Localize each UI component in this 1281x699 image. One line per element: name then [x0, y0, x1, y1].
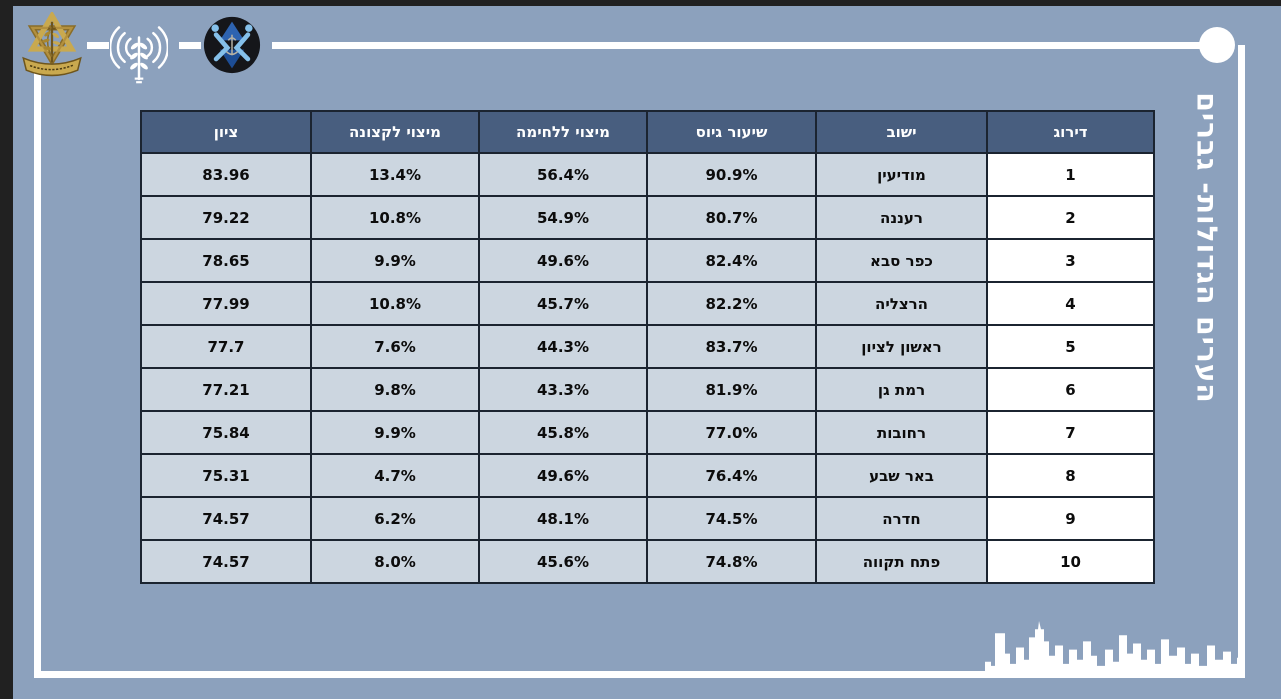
combat-utilization-value: 56.4% — [478, 152, 648, 197]
frame-line-bottom — [34, 671, 1245, 678]
col-header-city: ישוב — [815, 110, 988, 154]
combat-utilization-value: 43.3% — [478, 367, 648, 412]
enlistment-rate-value: 80.7% — [646, 195, 817, 240]
officer-utilization-value: 9.8% — [310, 367, 480, 412]
enlistment-rate-value: 74.8% — [646, 539, 817, 584]
city-name: ראשון לציון — [815, 324, 988, 369]
frame-line-top — [272, 42, 1201, 49]
city-name: רחובות — [815, 410, 988, 455]
combat-utilization-value: 49.6% — [478, 453, 648, 498]
combat-utilization-value: 49.6% — [478, 238, 648, 283]
col-header-rank: דירוג — [986, 110, 1155, 154]
city-name: מודיעין — [815, 152, 988, 197]
city-name: הרצליה — [815, 281, 988, 326]
table-row: 1 מודיעין 90.9% 56.4% 13.4% 83.96 — [140, 152, 1155, 197]
rank-value: 6 — [986, 367, 1155, 412]
enlistment-rate-value: 83.7% — [646, 324, 817, 369]
score-value: 79.22 — [140, 195, 312, 240]
officer-utilization-value: 10.8% — [310, 281, 480, 326]
score-value: 74.57 — [140, 496, 312, 541]
officer-utilization-value: 9.9% — [310, 238, 480, 283]
score-value: 77.21 — [140, 367, 312, 412]
enlistment-rate-value: 82.2% — [646, 281, 817, 326]
city-name: כפר סבא — [815, 238, 988, 283]
connector-dash — [87, 42, 109, 49]
combat-utilization-value: 45.7% — [478, 281, 648, 326]
score-value: 74.57 — [140, 539, 312, 584]
enlistment-rate-value: 77.0% — [646, 410, 817, 455]
page-title-vertical: הערים הגדולות- גברים — [1190, 92, 1224, 404]
rank-value: 3 — [986, 238, 1155, 283]
rank-value: 5 — [986, 324, 1155, 369]
frame-corner-dot — [1199, 27, 1235, 63]
rank-value: 2 — [986, 195, 1155, 240]
frame-line-left — [34, 68, 41, 678]
combat-utilization-value: 45.6% — [478, 539, 648, 584]
rank-value: 1 — [986, 152, 1155, 197]
score-value: 77.99 — [140, 281, 312, 326]
city-name: רעננה — [815, 195, 988, 240]
frame-line-right — [1238, 45, 1245, 678]
score-value: 78.65 — [140, 238, 312, 283]
officer-utilization-value: 4.7% — [310, 453, 480, 498]
col-header-enlistment-rate: שיעור גיוס — [646, 110, 817, 154]
table-row: 2 רעננה 80.7% 54.9% 10.8% 79.22 — [140, 195, 1155, 240]
rank-value: 7 — [986, 410, 1155, 455]
score-value: 77.7 — [140, 324, 312, 369]
combat-utilization-value: 54.9% — [478, 195, 648, 240]
rank-value: 8 — [986, 453, 1155, 498]
dark-edge-left — [0, 0, 13, 699]
city-name: חדרה — [815, 496, 988, 541]
enlistment-rate-value: 81.9% — [646, 367, 817, 412]
city-name: רמת גן — [815, 367, 988, 412]
table-row: 4 הרצליה 82.2% 45.7% 10.8% 77.99 — [140, 281, 1155, 326]
table-row: 9 חדרה 74.5% 48.1% 6.2% 74.57 — [140, 496, 1155, 541]
officer-utilization-value: 10.8% — [310, 195, 480, 240]
combat-utilization-value: 45.8% — [478, 410, 648, 455]
score-value: 75.31 — [140, 453, 312, 498]
enlistment-rate-value: 74.5% — [646, 496, 817, 541]
officer-utilization-value: 9.9% — [310, 410, 480, 455]
dark-edge-top — [0, 0, 1281, 6]
officer-utilization-value: 6.2% — [310, 496, 480, 541]
idf-insignia-icon — [22, 12, 82, 77]
meitav-unit-emblem-icon — [203, 16, 261, 74]
table-row: 3 כפר סבא 82.4% 49.6% 9.9% 78.65 — [140, 238, 1155, 283]
header-row: דירוג ישוב שיעור גיוס מיצוי ללחימה מיצוי… — [140, 110, 1155, 154]
enlistment-rate-value: 76.4% — [646, 453, 817, 498]
table-row: 7 רחובות 77.0% 45.8% 9.9% 75.84 — [140, 410, 1155, 455]
officer-utilization-value: 8.0% — [310, 539, 480, 584]
connector-dash — [179, 42, 201, 49]
ranking-table: דירוג ישוב שיעור גיוס מיצוי ללחימה מיצוי… — [140, 110, 1155, 584]
enlistment-rate-value: 82.4% — [646, 238, 817, 283]
score-value: 83.96 — [140, 152, 312, 197]
score-value: 75.84 — [140, 410, 312, 455]
table-row: 8 באר שבע 76.4% 49.6% 4.7% 75.31 — [140, 453, 1155, 498]
table-row: 6 רמת גן 81.9% 43.3% 9.8% 77.21 — [140, 367, 1155, 412]
combat-utilization-value: 48.1% — [478, 496, 648, 541]
officer-utilization-value: 7.6% — [310, 324, 480, 369]
enlistment-rate-value: 90.9% — [646, 152, 817, 197]
city-skyline-icon — [985, 621, 1243, 672]
rank-value: 4 — [986, 281, 1155, 326]
rank-value: 10 — [986, 539, 1155, 584]
army-radio-antenna-icon — [110, 26, 168, 84]
table-row: 10 פתח תקווה 74.8% 45.6% 8.0% 74.57 — [140, 539, 1155, 584]
city-name: באר שבע — [815, 453, 988, 498]
table-row: 5 ראשון לציון 83.7% 44.3% 7.6% 77.7 — [140, 324, 1155, 369]
rank-value: 9 — [986, 496, 1155, 541]
col-header-score: ציון — [140, 110, 312, 154]
col-header-officer-utilization: מיצוי לקצונה — [310, 110, 480, 154]
col-header-combat-utilization: מיצוי ללחימה — [478, 110, 648, 154]
ranking-table-container: דירוג ישוב שיעור גיוס מיצוי ללחימה מיצוי… — [140, 110, 1155, 584]
city-name: פתח תקווה — [815, 539, 988, 584]
officer-utilization-value: 13.4% — [310, 152, 480, 197]
combat-utilization-value: 44.3% — [478, 324, 648, 369]
